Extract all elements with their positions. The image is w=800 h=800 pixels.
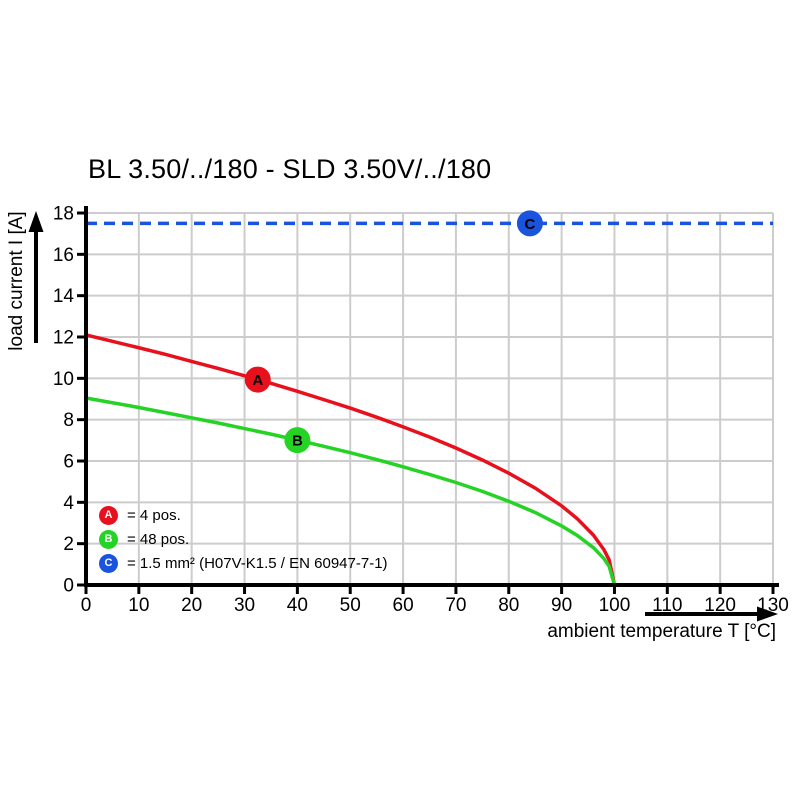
curve-marker-b: B (284, 427, 311, 454)
legend-marker-a-icon: A (99, 505, 118, 525)
chart-title: BL 3.50/../180 - SLD 3.50V/../180 (88, 154, 492, 184)
y-axis-arrow-icon (28, 211, 44, 343)
chart-legend: A = 4 pos. B = 48 pos. C = 1.5 mm² (H07V… (99, 503, 388, 575)
y-axis-label: load current I [A] (6, 211, 27, 351)
x-tick-label: 0 (81, 595, 92, 616)
y-tick-label: 14 (53, 286, 75, 307)
legend-label-b: = 48 pos. (127, 530, 190, 548)
y-tick-label: 8 (63, 410, 74, 431)
svg-text:B: B (292, 433, 303, 450)
x-tick-label: 100 (599, 595, 631, 616)
x-tick-label: 20 (181, 595, 202, 616)
y-tick-label: 10 (53, 369, 74, 390)
y-tick-label: 0 (63, 576, 74, 597)
axes (77, 206, 779, 594)
y-tick-label: 6 (63, 452, 74, 473)
x-axis-label: ambient temperature T [°C] (547, 621, 776, 642)
legend-label-c: = 1.5 mm² (H07V-K1.5 / EN 60947-7-1) (127, 554, 388, 572)
x-tick-label: 50 (340, 595, 361, 616)
series-a-curve (85, 333, 617, 586)
legend-item-a: A = 4 pos. (99, 503, 388, 527)
x-tick-label: 120 (704, 595, 736, 616)
x-tick-label: 30 (234, 595, 255, 616)
x-axis-arrow-icon (645, 606, 778, 622)
svg-text:A: A (252, 372, 263, 389)
x-tick-labels: 0 10 20 30 40 50 60 70 80 90 100 110 120 130 (81, 595, 789, 616)
y-tick-label: 16 (53, 245, 74, 266)
curve-marker-c: C (516, 210, 543, 237)
y-tick-label: 4 (63, 493, 74, 514)
legend-marker-b-icon: B (99, 529, 118, 549)
y-tick-label: 2 (63, 534, 74, 555)
x-tick-label: 80 (498, 595, 519, 616)
x-tick-label: 40 (287, 595, 308, 616)
y-tick-label: 12 (53, 328, 74, 349)
series-b-curve (85, 396, 617, 586)
x-tick-label: 90 (551, 595, 572, 616)
grid (86, 212, 774, 585)
x-tick-label: 60 (393, 595, 414, 616)
legend-marker-c-icon: C (99, 553, 118, 573)
legend-item-b: B = 48 pos. (99, 527, 388, 551)
curve-marker-a: A (244, 366, 271, 393)
x-tick-label: 70 (445, 595, 466, 616)
legend-label-a: = 4 pos. (127, 506, 181, 524)
y-tick-label: 18 (53, 204, 74, 225)
x-tick-label: 10 (128, 595, 149, 616)
legend-item-c: C = 1.5 mm² (H07V-K1.5 / EN 60947-7-1) (99, 551, 388, 575)
y-tick-labels: 0 2 4 6 8 10 12 14 16 18 (53, 204, 75, 597)
x-tick-label: 110 (652, 595, 682, 616)
svg-text:C: C (524, 216, 535, 233)
